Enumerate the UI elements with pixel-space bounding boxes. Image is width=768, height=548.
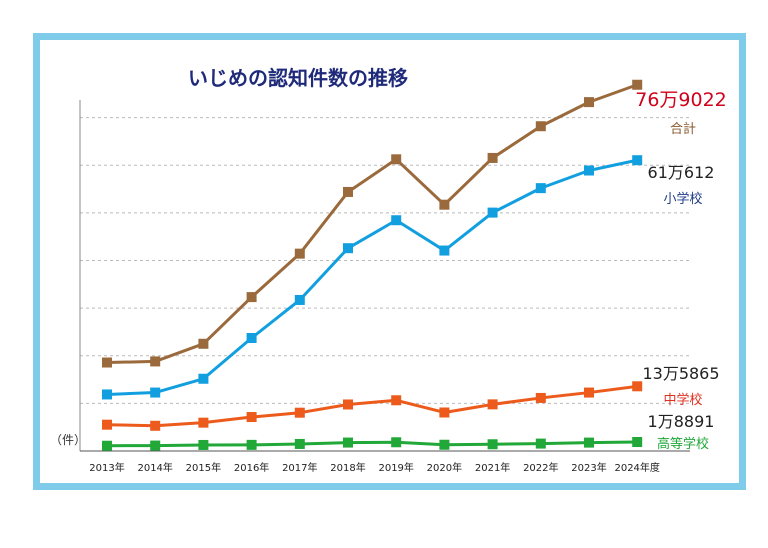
data-point [535, 121, 546, 132]
data-point [150, 420, 161, 431]
data-point [198, 373, 209, 384]
data-point [246, 439, 257, 450]
data-point [439, 439, 450, 450]
data-point [198, 439, 209, 450]
x-tick-label: 2023年 [571, 461, 606, 474]
axes [79, 100, 690, 452]
data-point [294, 248, 305, 259]
data-point [150, 356, 161, 367]
gridlines [80, 117, 690, 404]
series-line [106, 83, 638, 365]
series-group [102, 79, 643, 451]
data-point [632, 437, 643, 448]
series-小学校 [102, 155, 643, 400]
data-point [391, 437, 402, 448]
x-tick-label: 2014年 [137, 461, 172, 474]
data-point [487, 399, 498, 410]
data-point [487, 439, 498, 450]
data-point [391, 395, 402, 406]
data-point [102, 357, 112, 368]
line-chart: いじめの認知件数の推移 （件） 2013年 2014年 2015年 2016年 2017… [50, 66, 727, 474]
data-point [343, 437, 353, 448]
series-line [106, 440, 638, 448]
series-name-label: 中学校 [663, 392, 702, 408]
data-point [487, 152, 498, 163]
data-point [343, 399, 353, 410]
x-tick-label: 2015年 [186, 461, 221, 474]
x-tick-labels: 2013年 2014年 2015年 2016年 2017年 2018年 2019年 2020年… [89, 461, 660, 474]
series-name-label: 合計 [670, 121, 696, 137]
x-tick-label: 2019年 [378, 461, 413, 474]
series-labels: 76万9022 合計 61万612 小学校 13万5865 中学校 1万8891 高等学校 [635, 89, 727, 452]
x-tick-label: 2018年 [330, 461, 365, 474]
data-point [294, 294, 305, 305]
data-point [439, 407, 450, 418]
x-tick-label: 2024年度 [614, 461, 659, 474]
data-point [246, 412, 257, 423]
unit-label: （件） [50, 433, 86, 447]
data-point [535, 438, 546, 449]
series-name-label: 小学校 [663, 191, 702, 207]
data-point [102, 419, 112, 430]
data-point [584, 387, 594, 398]
data-point [198, 417, 209, 428]
data-point [294, 438, 305, 449]
data-point [439, 245, 450, 256]
data-point [343, 186, 353, 197]
series-end-value: 76万9022 [635, 89, 727, 111]
data-point [632, 79, 643, 90]
data-point [391, 215, 402, 226]
data-point [246, 333, 257, 344]
data-point [584, 165, 594, 176]
data-point [294, 407, 305, 418]
series-高等学校 [102, 437, 643, 451]
series-name-label: 高等学校 [657, 436, 709, 452]
series-line [106, 158, 638, 396]
data-point [439, 199, 450, 210]
chart-frame: いじめの認知件数の推移 （件） 2013年 2014年 2015年 2016年 2017… [33, 33, 746, 490]
data-point [535, 183, 546, 194]
data-point [584, 437, 594, 448]
x-tick-label: 2016年 [234, 461, 269, 474]
x-tick-label: 2017年 [282, 461, 317, 474]
series-end-value: 13万5865 [642, 364, 719, 383]
x-tick-label: 2022年 [523, 461, 558, 474]
data-point [391, 154, 402, 165]
data-point [632, 155, 643, 166]
data-point [535, 392, 546, 403]
data-point [632, 381, 643, 392]
data-point [198, 338, 209, 349]
series-end-value: 61万612 [648, 163, 715, 182]
series-中学校 [102, 381, 643, 431]
data-point [487, 207, 498, 218]
data-point [102, 440, 112, 451]
data-point [343, 243, 353, 254]
data-point [102, 389, 112, 400]
data-point [150, 440, 161, 451]
chart-title: いじめの認知件数の推移 [188, 66, 408, 90]
x-tick-label: 2021年 [475, 461, 510, 474]
data-point [150, 387, 161, 398]
data-point [584, 97, 594, 108]
series-line [106, 384, 638, 428]
data-point [246, 292, 257, 303]
x-tick-label: 2013年 [89, 461, 124, 474]
x-tick-label: 2020年 [427, 461, 462, 474]
series-合計 [102, 79, 643, 368]
series-end-value: 1万8891 [648, 412, 715, 431]
